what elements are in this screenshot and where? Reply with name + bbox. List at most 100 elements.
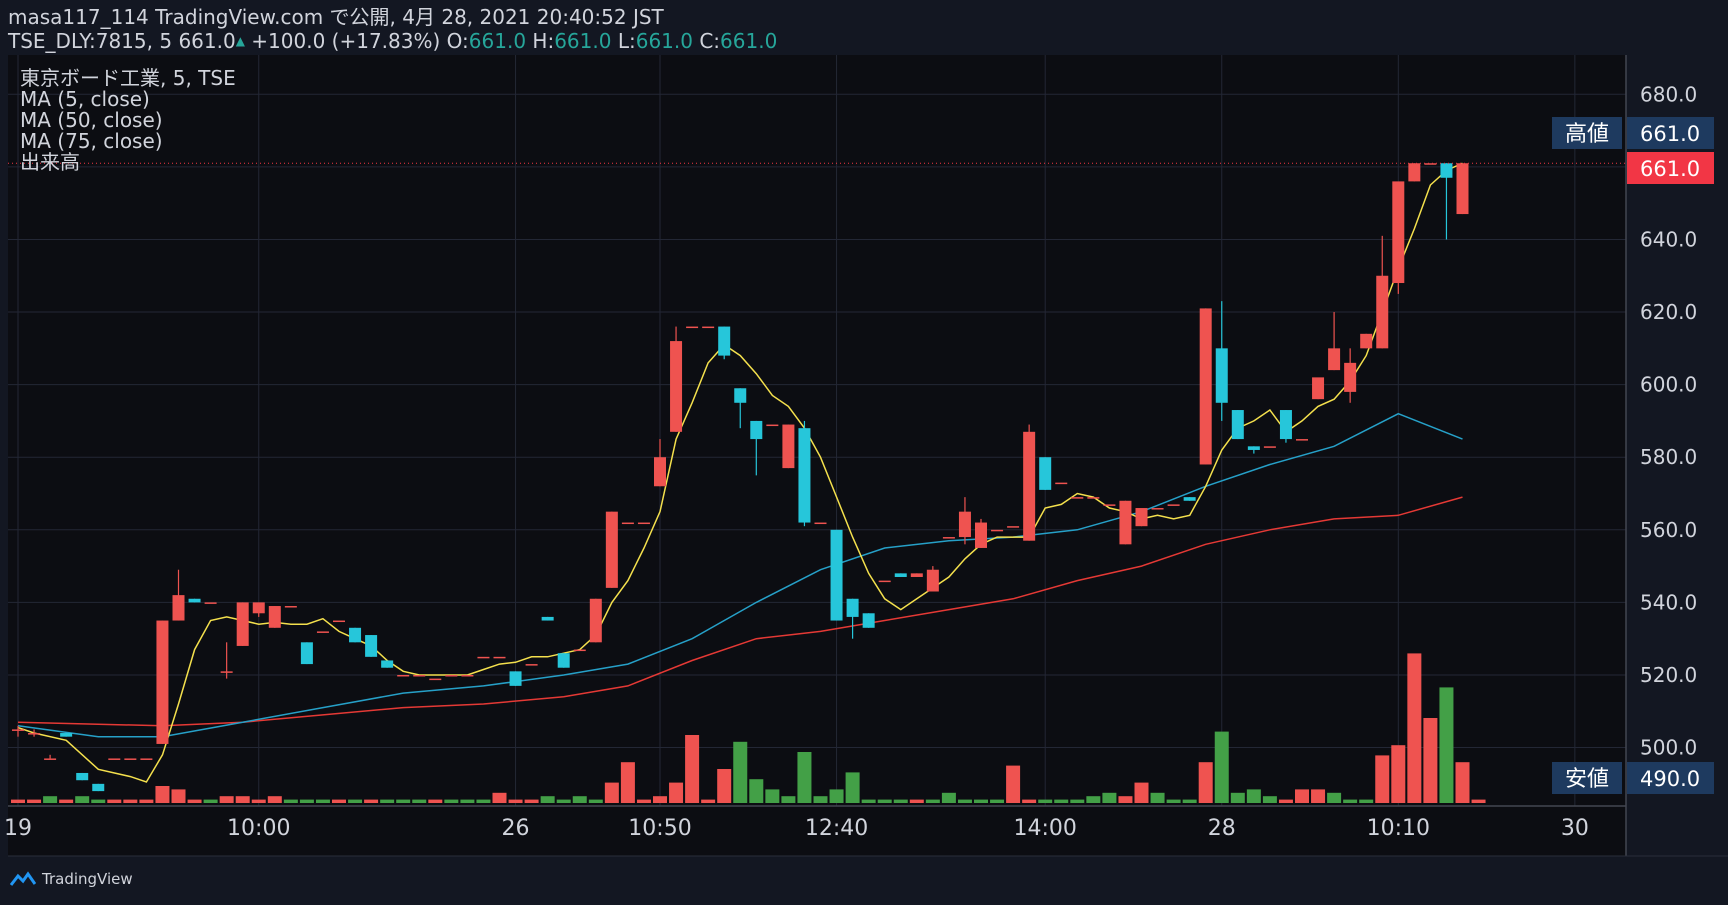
tradingview-logo-icon — [10, 871, 36, 886]
volume-bar — [476, 799, 491, 803]
low-value: 661.0 — [635, 29, 693, 53]
volume-bar — [1198, 762, 1213, 803]
footer: TradingView — [10, 870, 133, 888]
volume-bar — [492, 792, 507, 803]
volume-bar — [701, 799, 716, 803]
candle-body — [284, 606, 297, 608]
candle-body — [798, 428, 811, 523]
candle-body — [349, 627, 362, 643]
volume-bar — [781, 796, 796, 803]
volume-bar — [59, 799, 74, 803]
legend-symbol[interactable]: 東京ボード工業, 5, TSE — [20, 66, 236, 90]
candle-body — [12, 729, 24, 731]
close-value: 661.0 — [720, 29, 778, 53]
volume-bar — [1182, 799, 1197, 803]
ohlc-line: TSE_DLY:7815, 5 661.0▲ +100.0 (+17.83%) … — [8, 30, 777, 52]
volume-bar — [107, 799, 122, 803]
legend-ma50[interactable]: MA (50, close) — [20, 108, 163, 132]
last-value: 661.0 — [178, 29, 236, 53]
volume-bar — [155, 786, 170, 803]
candle-body — [1183, 497, 1196, 501]
volume-bar — [251, 799, 266, 803]
volume-bar — [813, 796, 828, 803]
volume-bar — [460, 799, 475, 803]
ma50-line — [17, 412, 1463, 738]
plot-area[interactable] — [8, 55, 1626, 856]
low-badge-value: 490.0 — [1640, 767, 1700, 791]
volume-bar — [957, 799, 972, 803]
volume-bar — [1359, 799, 1374, 803]
candle-body — [429, 678, 442, 681]
candle-body — [1456, 163, 1469, 215]
volume-bar — [299, 799, 314, 803]
candle-body — [846, 598, 859, 617]
volume-bar — [75, 796, 90, 803]
volume-bar — [1391, 745, 1406, 803]
volume-bar — [829, 789, 844, 803]
volume-bar — [604, 782, 619, 803]
volume-bar — [733, 741, 748, 803]
last-price-badge: 661.0 — [1627, 152, 1714, 184]
candle-body — [92, 783, 105, 792]
candle-body — [509, 671, 522, 686]
volume-bar — [1086, 796, 1101, 803]
candle-body — [878, 580, 891, 583]
volume-bar — [941, 792, 956, 803]
legend-ma5[interactable]: MA (5, close) — [20, 87, 150, 111]
candle-body — [1199, 308, 1212, 465]
candle-body — [477, 656, 490, 659]
publish-line: masa117_114 TradingView.com で公開, 4月 28, … — [8, 5, 664, 29]
low-badge: 安値 490.0 — [1552, 762, 1714, 794]
volume-bar — [990, 799, 1005, 803]
volume-bar — [749, 779, 764, 803]
volume-bar — [588, 799, 603, 803]
ma5-line — [17, 162, 1463, 783]
legend-volume[interactable]: 出来高 — [20, 150, 80, 174]
candle-body — [28, 733, 41, 735]
volume-bar — [1278, 799, 1293, 803]
volume-bar — [332, 799, 346, 803]
candle-body — [365, 635, 378, 657]
high-badge-value: 661.0 — [1640, 122, 1700, 146]
candle-body — [76, 772, 89, 781]
candle-body — [204, 602, 217, 604]
x-tick-label: 10:00 — [227, 816, 290, 841]
candle-body — [1151, 508, 1164, 510]
volume-bar — [1102, 792, 1117, 803]
candle-body — [1007, 526, 1020, 528]
up-arrow-icon: ▲ — [235, 34, 245, 48]
volume-bar — [139, 799, 154, 803]
candle-body — [910, 573, 923, 577]
volume-bar — [1166, 799, 1181, 803]
candle-body — [750, 420, 763, 440]
legend-ma75[interactable]: MA (75, close) — [20, 129, 163, 153]
candle-body — [1296, 439, 1308, 441]
volume-bar — [1150, 792, 1165, 803]
candle-body — [734, 388, 747, 403]
candle-body — [1135, 508, 1148, 527]
candle-body — [1055, 482, 1068, 485]
y-tick-label: 680.0 — [1640, 82, 1697, 106]
volume-bar — [43, 796, 58, 803]
candle-body — [637, 522, 650, 525]
candle-body — [670, 341, 683, 432]
volume-bar — [283, 799, 298, 803]
candle-body — [589, 598, 602, 643]
candle-body — [1392, 181, 1405, 284]
volume-bar — [1070, 799, 1085, 803]
volume-bar — [556, 799, 571, 803]
candle-body — [1167, 504, 1180, 506]
volume-bar — [974, 799, 988, 803]
open-label: O: — [446, 29, 469, 53]
candle-body — [942, 537, 955, 539]
x-tick-label: 26 — [502, 816, 530, 841]
candle-body — [268, 606, 281, 628]
candle-body — [1071, 497, 1084, 499]
volume-bar — [187, 799, 202, 803]
volume-bar — [348, 799, 363, 803]
volume-bar — [412, 799, 427, 803]
candle-body — [156, 620, 169, 744]
low-badge-label: 安値 — [1565, 767, 1609, 792]
volume-bar — [123, 799, 138, 803]
